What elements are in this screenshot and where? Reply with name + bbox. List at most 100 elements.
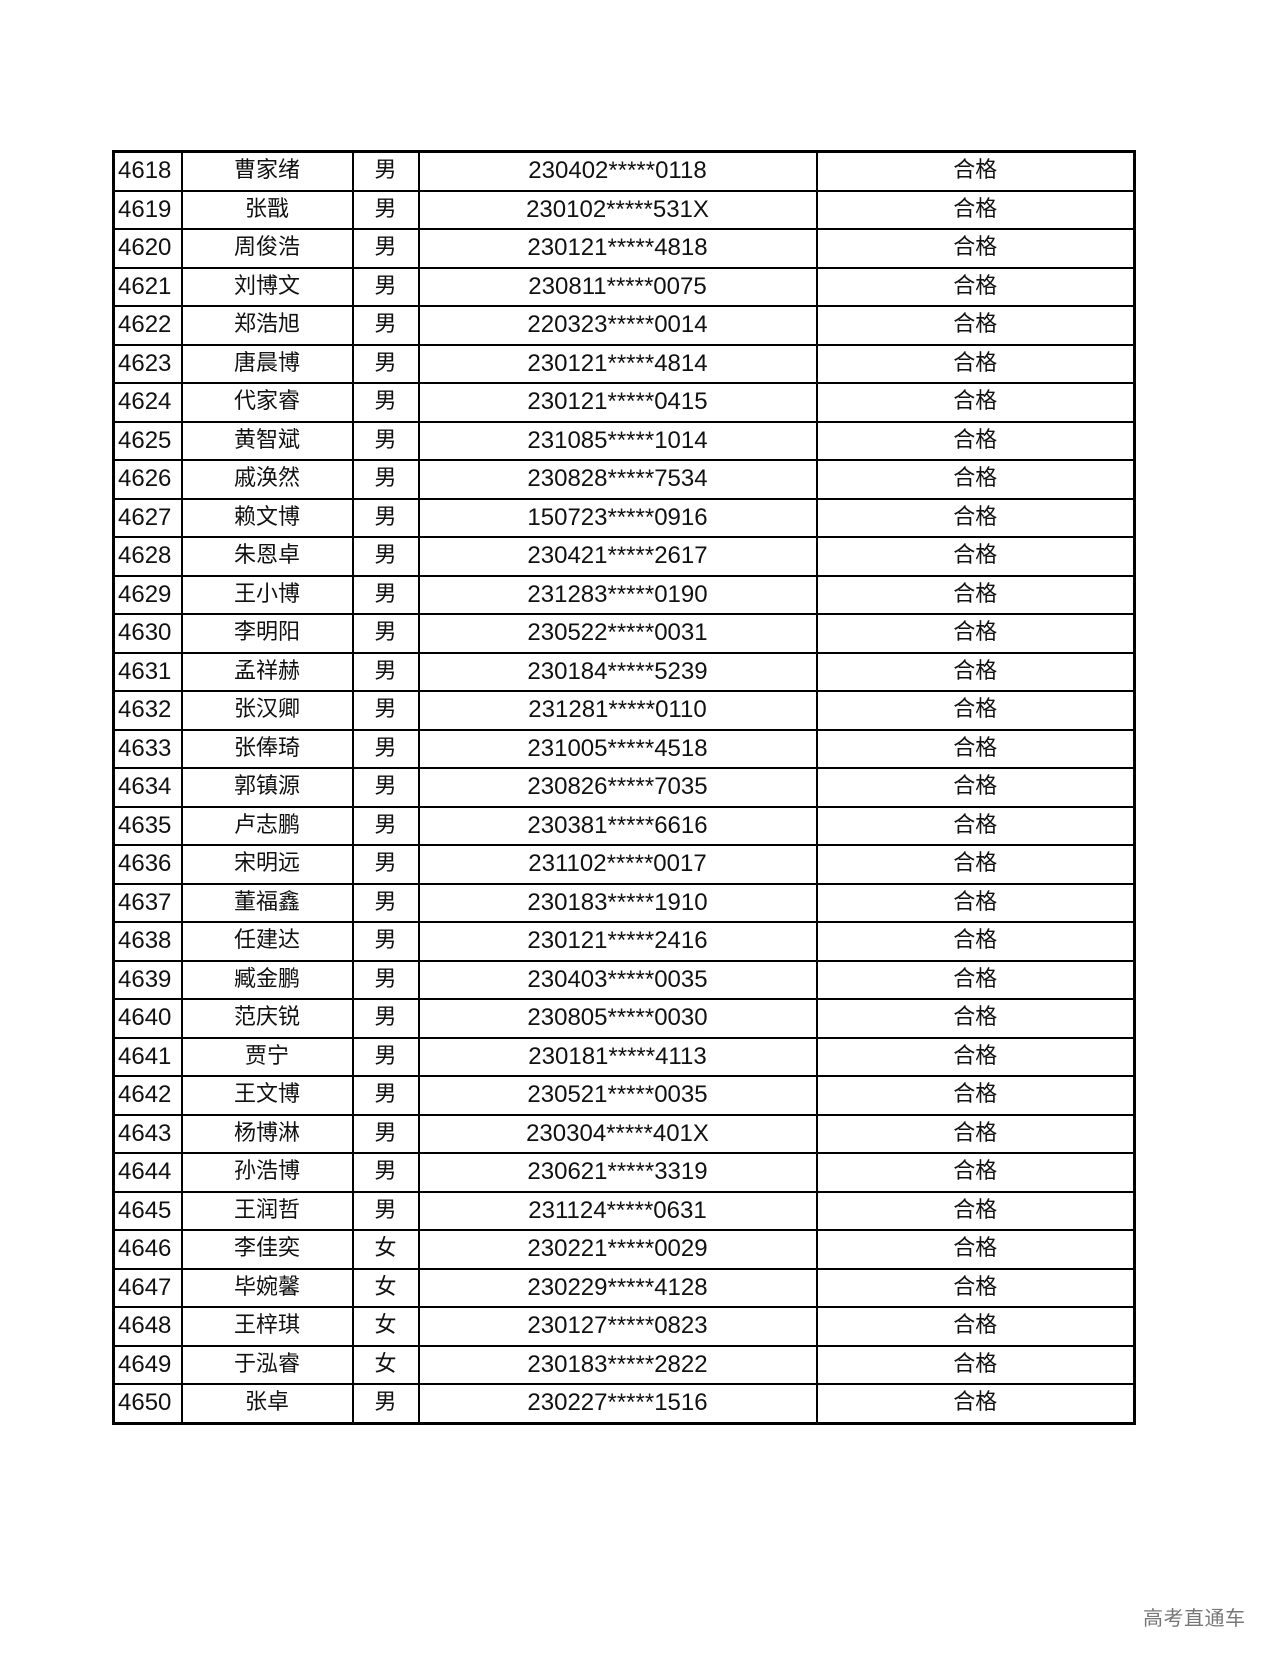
gender-cell: 男	[351, 844, 420, 885]
result-cell: 合格	[815, 882, 1136, 923]
id-number-cell: 230102*****531X	[417, 189, 818, 230]
name-cell: 孟祥赫	[180, 651, 354, 692]
results-table: 4618 曹家绪男 230402*****0118 合格 4619 张戬男 230102**…	[112, 150, 1136, 1425]
id-number-cell: 231085*****1014	[417, 420, 818, 461]
table-row: 4641 贾宁男 230181*****4113 合格	[112, 1036, 1136, 1077]
id-number-cell: 231124*****0631	[417, 1190, 818, 1231]
id-number-cell: 230828*****7534	[417, 459, 818, 500]
table-row: 4650 张卓男 230227*****1516 合格	[112, 1383, 1136, 1424]
gender-cell: 男	[351, 228, 420, 269]
result-cell: 合格	[815, 1383, 1136, 1424]
row-number-cell: 4641	[112, 1036, 183, 1077]
row-number-cell: 4639	[112, 959, 183, 1000]
row-number-cell: 4634	[112, 767, 183, 808]
id-number-cell: 230621*****3319	[417, 1152, 818, 1193]
name-cell: 李明阳	[180, 613, 354, 654]
result-cell: 合格	[815, 613, 1136, 654]
id-number-cell: 230221*****0029	[417, 1229, 818, 1270]
name-cell: 朱恩卓	[180, 536, 354, 577]
gender-cell: 男	[351, 1036, 420, 1077]
row-number-cell: 4624	[112, 382, 183, 423]
table-row: 4647 毕婉馨女 230229*****4128 合格	[112, 1267, 1136, 1308]
gender-cell: 男	[351, 1383, 420, 1424]
table-row: 4649 于泓睿女 230183*****2822 合格	[112, 1344, 1136, 1385]
row-number-cell: 4635	[112, 805, 183, 846]
result-cell: 合格	[815, 651, 1136, 692]
gender-cell: 男	[351, 497, 420, 538]
row-number-cell: 4630	[112, 613, 183, 654]
result-cell: 合格	[815, 728, 1136, 769]
table-row: 4645 王润哲男 231124*****0631 合格	[112, 1190, 1136, 1231]
table-row: 4648 王梓琪女 230127*****0823 合格	[112, 1306, 1136, 1347]
id-number-cell: 150723*****0916	[417, 497, 818, 538]
id-number-cell: 230403*****0035	[417, 959, 818, 1000]
table-row: 4634 郭镇源男 230826*****7035 合格	[112, 767, 1136, 808]
gender-cell: 男	[351, 805, 420, 846]
gender-cell: 男	[351, 613, 420, 654]
result-cell: 合格	[815, 1036, 1136, 1077]
gender-cell: 女	[351, 1306, 420, 1347]
id-number-cell: 230184*****5239	[417, 651, 818, 692]
row-number-cell: 4650	[112, 1383, 183, 1424]
id-number-cell: 230805*****0030	[417, 998, 818, 1039]
gender-cell: 男	[351, 651, 420, 692]
gender-cell: 男	[351, 921, 420, 962]
table-row: 4639 臧金鹏男 230403*****0035 合格	[112, 959, 1136, 1000]
row-number-cell: 4633	[112, 728, 183, 769]
result-cell: 合格	[815, 998, 1136, 1039]
name-cell: 毕婉馨	[180, 1267, 354, 1308]
result-cell: 合格	[815, 690, 1136, 731]
row-number-cell: 4628	[112, 536, 183, 577]
gender-cell: 男	[351, 420, 420, 461]
row-number-cell: 4626	[112, 459, 183, 500]
table-row: 4637 董福鑫男 230183*****1910 合格	[112, 882, 1136, 923]
table-row: 4629 王小博男 231283*****0190 合格	[112, 574, 1136, 615]
table-row: 4636 宋明远男 231102*****0017 合格	[112, 844, 1136, 885]
name-cell: 卢志鹏	[180, 805, 354, 846]
name-cell: 代家睿	[180, 382, 354, 423]
result-cell: 合格	[815, 574, 1136, 615]
row-number-cell: 4625	[112, 420, 183, 461]
result-cell: 合格	[815, 228, 1136, 269]
gender-cell: 男	[351, 882, 420, 923]
result-cell: 合格	[815, 150, 1136, 192]
table-row: 4638 任建达男 230121*****2416 合格	[112, 921, 1136, 962]
name-cell: 于泓睿	[180, 1344, 354, 1385]
table-row: 4633 张俸琦男 231005*****4518 合格	[112, 728, 1136, 769]
row-number-cell: 4647	[112, 1267, 183, 1308]
result-cell: 合格	[815, 343, 1136, 384]
name-cell: 王小博	[180, 574, 354, 615]
row-number-cell: 4619	[112, 189, 183, 230]
result-cell: 合格	[815, 921, 1136, 962]
id-number-cell: 230402*****0118	[417, 150, 818, 192]
id-number-cell: 230183*****2822	[417, 1344, 818, 1385]
name-cell: 王文博	[180, 1075, 354, 1116]
row-number-cell: 4649	[112, 1344, 183, 1385]
table-row: 4621 刘博文男 230811*****0075 合格	[112, 266, 1136, 307]
row-number-cell: 4640	[112, 998, 183, 1039]
name-cell: 任建达	[180, 921, 354, 962]
result-cell: 合格	[815, 767, 1136, 808]
result-cell: 合格	[815, 844, 1136, 885]
name-cell: 王润哲	[180, 1190, 354, 1231]
id-number-cell: 220323*****0014	[417, 305, 818, 346]
result-cell: 合格	[815, 1075, 1136, 1116]
name-cell: 范庆锐	[180, 998, 354, 1039]
id-number-cell: 231281*****0110	[417, 690, 818, 731]
name-cell: 张俸琦	[180, 728, 354, 769]
id-number-cell: 230381*****6616	[417, 805, 818, 846]
table-row: 4644 孙浩博男 230621*****3319 合格	[112, 1152, 1136, 1193]
gender-cell: 男	[351, 574, 420, 615]
row-number-cell: 4629	[112, 574, 183, 615]
gender-cell: 男	[351, 1190, 420, 1231]
id-number-cell: 230421*****2617	[417, 536, 818, 577]
name-cell: 赖文博	[180, 497, 354, 538]
result-cell: 合格	[815, 1344, 1136, 1385]
row-number-cell: 4644	[112, 1152, 183, 1193]
id-number-cell: 230121*****4818	[417, 228, 818, 269]
row-number-cell: 4642	[112, 1075, 183, 1116]
results-table-body: 4618 曹家绪男 230402*****0118 合格 4619 张戬男 230102**…	[112, 150, 1136, 1424]
watermark: 高考直通车	[1143, 1606, 1246, 1630]
id-number-cell: 230183*****1910	[417, 882, 818, 923]
result-cell: 合格	[815, 382, 1136, 423]
